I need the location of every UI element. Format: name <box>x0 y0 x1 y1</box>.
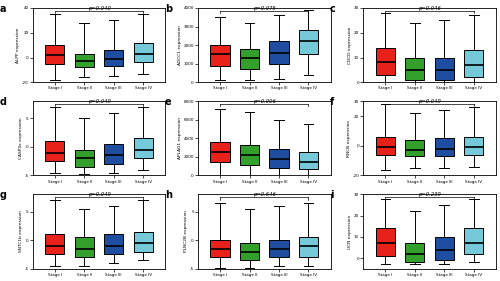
PathPatch shape <box>434 237 454 260</box>
PathPatch shape <box>299 237 318 257</box>
Text: g: g <box>0 190 6 200</box>
PathPatch shape <box>240 243 259 260</box>
PathPatch shape <box>434 58 454 80</box>
Text: c: c <box>330 4 336 13</box>
PathPatch shape <box>376 228 395 256</box>
Text: p=0.049: p=0.049 <box>88 99 110 104</box>
Text: p=0.006: p=0.006 <box>253 99 276 104</box>
PathPatch shape <box>45 234 64 254</box>
Y-axis label: PLNC2B expression: PLNC2B expression <box>184 210 188 252</box>
Y-axis label: CASP4x expression: CASP4x expression <box>19 117 23 159</box>
Text: p=0.646: p=0.646 <box>253 192 276 197</box>
PathPatch shape <box>45 45 64 64</box>
PathPatch shape <box>405 58 424 80</box>
PathPatch shape <box>45 141 64 161</box>
PathPatch shape <box>104 144 124 164</box>
Y-axis label: APLAG1 expression: APLAG1 expression <box>178 117 182 159</box>
PathPatch shape <box>134 232 153 251</box>
Text: f: f <box>330 97 334 107</box>
PathPatch shape <box>210 240 230 257</box>
PathPatch shape <box>299 30 318 55</box>
Text: p=0.049: p=0.049 <box>88 192 110 197</box>
PathPatch shape <box>210 45 230 65</box>
Text: p=0.075: p=0.075 <box>253 6 276 11</box>
PathPatch shape <box>240 49 259 69</box>
Text: h: h <box>165 190 172 200</box>
PathPatch shape <box>299 152 318 169</box>
PathPatch shape <box>104 50 124 66</box>
PathPatch shape <box>210 142 230 162</box>
PathPatch shape <box>376 137 395 155</box>
PathPatch shape <box>434 138 454 156</box>
Y-axis label: ADCC1 expression: ADCC1 expression <box>178 25 182 65</box>
Y-axis label: ALPP expression: ALPP expression <box>16 27 20 63</box>
PathPatch shape <box>74 150 94 167</box>
Y-axis label: RNCB expression: RNCB expression <box>347 120 351 157</box>
Text: d: d <box>0 97 6 107</box>
Text: b: b <box>165 4 172 13</box>
Text: e: e <box>165 97 172 107</box>
PathPatch shape <box>134 43 153 62</box>
PathPatch shape <box>405 243 424 262</box>
Text: p=0.239: p=0.239 <box>418 192 441 197</box>
PathPatch shape <box>464 228 483 254</box>
PathPatch shape <box>405 140 424 156</box>
PathPatch shape <box>270 149 288 168</box>
Text: p=0.049: p=0.049 <box>418 99 441 104</box>
Y-axis label: SNTC1b expression: SNTC1b expression <box>19 211 23 252</box>
PathPatch shape <box>134 138 153 158</box>
Text: p=0.046: p=0.046 <box>418 6 441 11</box>
PathPatch shape <box>104 234 124 254</box>
Y-axis label: UCN expression: UCN expression <box>348 214 352 249</box>
Text: i: i <box>330 190 334 200</box>
PathPatch shape <box>74 237 94 257</box>
PathPatch shape <box>376 47 395 75</box>
Text: a: a <box>0 4 6 13</box>
PathPatch shape <box>464 50 483 77</box>
PathPatch shape <box>240 145 259 165</box>
PathPatch shape <box>270 240 288 257</box>
Y-axis label: CDCD expression: CDCD expression <box>348 26 352 64</box>
PathPatch shape <box>270 41 288 64</box>
Text: p=0.040: p=0.040 <box>88 6 110 11</box>
PathPatch shape <box>74 54 94 67</box>
PathPatch shape <box>464 137 483 155</box>
